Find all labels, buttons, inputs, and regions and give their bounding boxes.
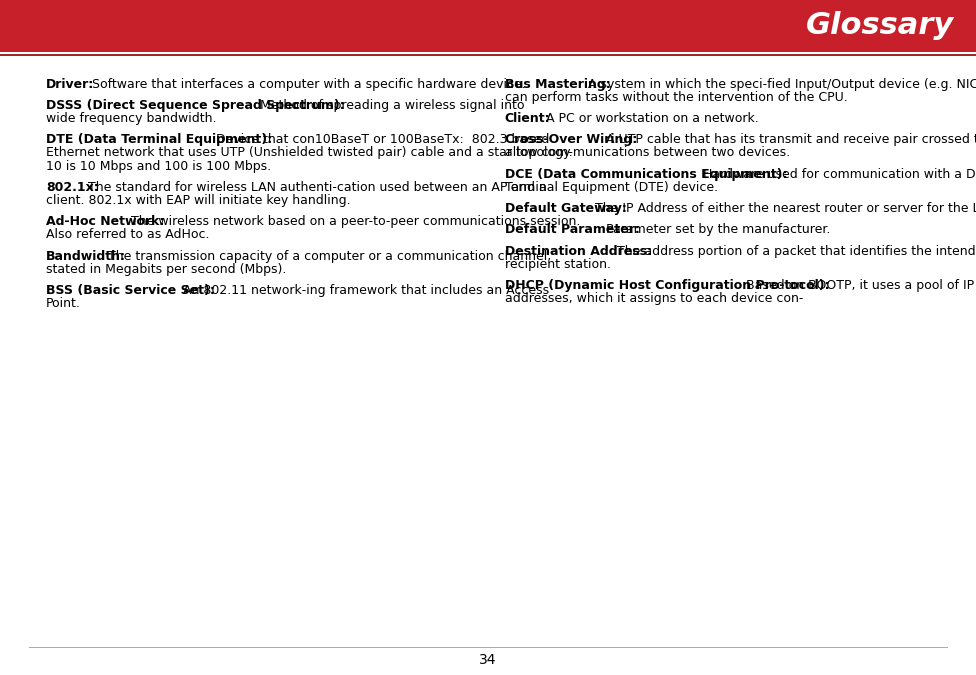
Text: A system in which the speci-fied Input/Output device (e.g. NIC Card): A system in which the speci-fied Input/O… xyxy=(580,78,976,90)
Bar xyxy=(0,0,976,52)
Text: The standard for wireless LAN authenti-cation used between an AP and a: The standard for wireless LAN authenti-c… xyxy=(84,181,547,194)
Text: Software that interfaces a computer with a specific hardware device.: Software that interfaces a computer with… xyxy=(84,78,525,90)
Text: A PC or workstation on a network.: A PC or workstation on a network. xyxy=(543,112,759,125)
Text: Client:: Client: xyxy=(505,112,550,125)
Text: Terminal Equipment (DTE) device.: Terminal Equipment (DTE) device. xyxy=(505,181,717,194)
Text: Also referred to as AdHoc.: Also referred to as AdHoc. xyxy=(46,228,210,242)
Text: DSSS (Direct Sequence Spread Spectrum):: DSSS (Direct Sequence Spread Spectrum): xyxy=(46,99,345,112)
Text: 802.1x:: 802.1x: xyxy=(46,181,99,194)
Text: A UTP cable that has its transmit and receive pair crossed to: A UTP cable that has its transmit and re… xyxy=(602,133,976,146)
Text: recipient station.: recipient station. xyxy=(505,258,611,271)
Text: can perform tasks without the intervention of the CPU.: can perform tasks without the interventi… xyxy=(505,91,847,104)
Text: Based on BOOTP, it uses a pool of IP: Based on BOOTP, it uses a pool of IP xyxy=(742,279,974,292)
Text: Driver:: Driver: xyxy=(46,78,94,90)
Text: Default Parameter:: Default Parameter: xyxy=(505,223,639,236)
Text: An 802.11 network-ing framework that includes an Access: An 802.11 network-ing framework that inc… xyxy=(176,284,549,297)
Text: The transmission capacity of a computer or a communication channel,: The transmission capacity of a computer … xyxy=(100,250,551,263)
Text: The address portion of a packet that identifies the intended: The address portion of a packet that ide… xyxy=(613,244,976,258)
Text: Hardware used for communication with a Data: Hardware used for communication with a D… xyxy=(699,167,976,181)
Text: The IP Address of either the nearest router or server for the LAN.: The IP Address of either the nearest rou… xyxy=(591,202,976,215)
Text: The wireless network based on a peer-to-peer communications session.: The wireless network based on a peer-to-… xyxy=(127,215,581,228)
Text: Parameter set by the manufacturer.: Parameter set by the manufacturer. xyxy=(602,223,831,236)
Text: Cross-Over Wiring:: Cross-Over Wiring: xyxy=(505,133,637,146)
Text: DHCP (Dynamic Host Configuration Pro-tocol):: DHCP (Dynamic Host Configuration Pro-toc… xyxy=(505,279,830,292)
Text: DCE (Data Communications Equipment):: DCE (Data Communications Equipment): xyxy=(505,167,787,181)
Text: Bus Mastering:: Bus Mastering: xyxy=(505,78,610,90)
Text: Default Gateway:: Default Gateway: xyxy=(505,202,627,215)
Text: allow com-munications between two devices.: allow com-munications between two device… xyxy=(505,146,790,159)
Text: Destination Address:: Destination Address: xyxy=(505,244,652,258)
Text: Device that con10BaseT or 100BaseTx:  802.3 based: Device that con10BaseT or 100BaseTx: 802… xyxy=(208,133,549,146)
Text: Ad-Hoc Network:: Ad-Hoc Network: xyxy=(46,215,164,228)
Text: client. 802.1x with EAP will initiate key handling.: client. 802.1x with EAP will initiate ke… xyxy=(46,194,350,207)
Text: Glossary: Glossary xyxy=(806,11,955,40)
Text: Method of spreading a wireless signal into: Method of spreading a wireless signal in… xyxy=(257,99,525,112)
Text: 10 is 10 Mbps and 100 is 100 Mbps.: 10 is 10 Mbps and 100 is 100 Mbps. xyxy=(46,159,271,173)
Text: Bandwidth:: Bandwidth: xyxy=(46,250,126,263)
Text: Point.: Point. xyxy=(46,297,81,310)
Text: BSS (Basic Service Set):: BSS (Basic Service Set): xyxy=(46,284,215,297)
Text: wide frequency bandwidth.: wide frequency bandwidth. xyxy=(46,112,217,125)
Text: stated in Megabits per second (Mbps).: stated in Megabits per second (Mbps). xyxy=(46,263,286,276)
Text: addresses, which it assigns to each device con-: addresses, which it assigns to each devi… xyxy=(505,292,803,305)
Text: 34: 34 xyxy=(479,653,497,667)
Text: Ethernet network that uses UTP (Unshielded twisted pair) cable and a star topolo: Ethernet network that uses UTP (Unshield… xyxy=(46,146,573,159)
Text: DTE (Data Terminal Equipment):: DTE (Data Terminal Equipment): xyxy=(46,133,272,146)
